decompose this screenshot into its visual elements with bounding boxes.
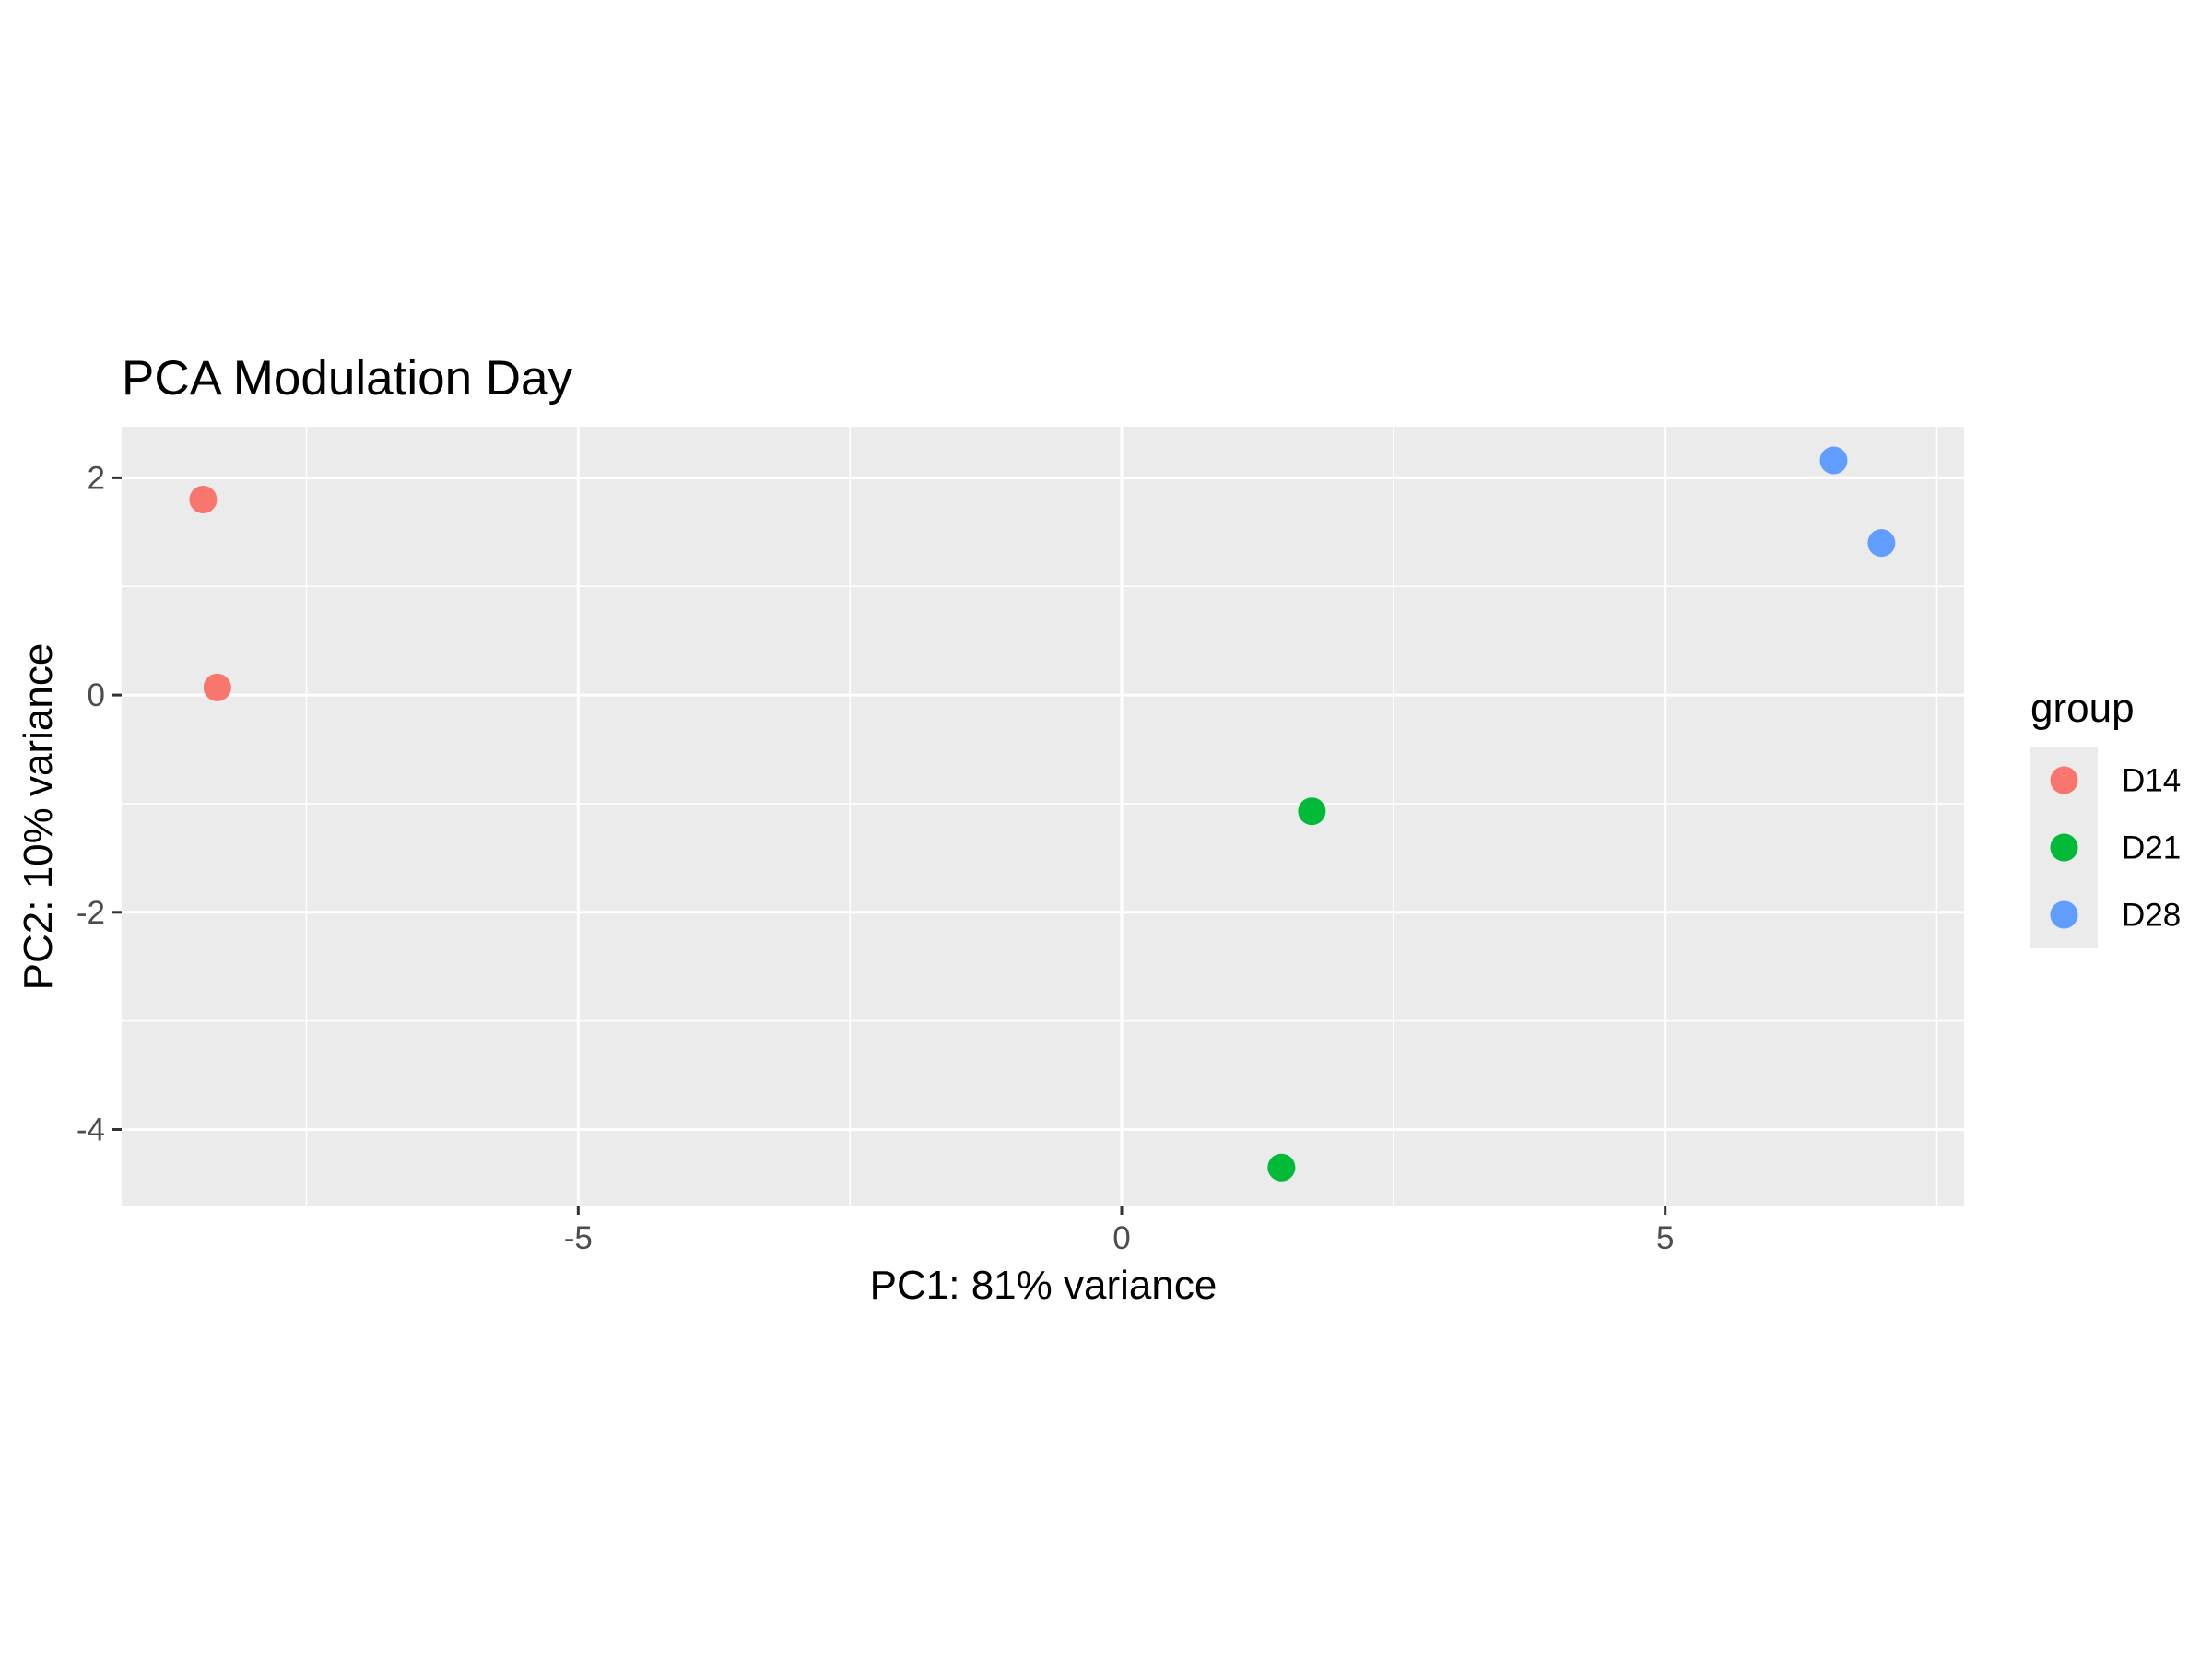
x-tick-label: -5 [564, 1220, 593, 1256]
legend-swatch-d14 [2050, 766, 2078, 794]
point-d21 [1267, 1153, 1296, 1182]
point-d14 [203, 673, 231, 701]
legend-keys: D14 D21 D28 [2030, 747, 2181, 948]
legend-label-d14: D14 [2122, 763, 2181, 799]
x-tick-label: 0 [1112, 1220, 1130, 1256]
y-tick-label: 0 [88, 677, 105, 713]
y-tick-label: -4 [76, 1112, 105, 1148]
chart-title: PCA Modulation Day [122, 351, 573, 406]
x-tick-label: 5 [1656, 1220, 1674, 1256]
legend-swatch-d28 [2050, 900, 2078, 929]
point-d14 [189, 485, 218, 513]
y-axis-title: PC2: 10% variance [16, 643, 61, 991]
x-axis-ticks: -5 0 5 [564, 1206, 1674, 1256]
y-tick-label: -2 [76, 895, 105, 931]
legend: group D14 D21 D28 [2030, 686, 2181, 948]
legend-label-d21: D21 [2122, 830, 2181, 866]
minor-grid [122, 427, 1964, 1206]
plot-panel [122, 427, 1964, 1206]
y-tick-label: 2 [88, 460, 105, 496]
point-d28 [1867, 529, 1896, 558]
x-axis-title: PC1: 81% variance [870, 1263, 1218, 1308]
legend-label-d28: D28 [2122, 898, 2181, 934]
data-points [189, 446, 1896, 1182]
point-d21 [1298, 797, 1326, 826]
y-axis-ticks: 2 0 -2 -4 [76, 460, 122, 1148]
legend-swatch-d21 [2050, 833, 2078, 862]
legend-title: group [2030, 686, 2135, 731]
major-grid [122, 427, 1964, 1206]
point-d28 [1819, 446, 1848, 475]
